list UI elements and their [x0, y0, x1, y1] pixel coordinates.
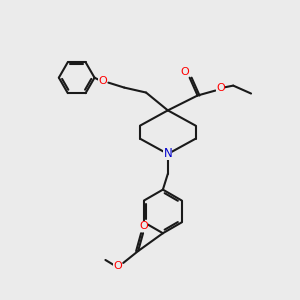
Text: O: O: [113, 261, 122, 271]
Text: O: O: [98, 76, 107, 85]
Text: O: O: [180, 67, 189, 77]
Text: O: O: [140, 221, 148, 231]
Text: O: O: [216, 82, 225, 93]
Text: N: N: [164, 148, 172, 160]
